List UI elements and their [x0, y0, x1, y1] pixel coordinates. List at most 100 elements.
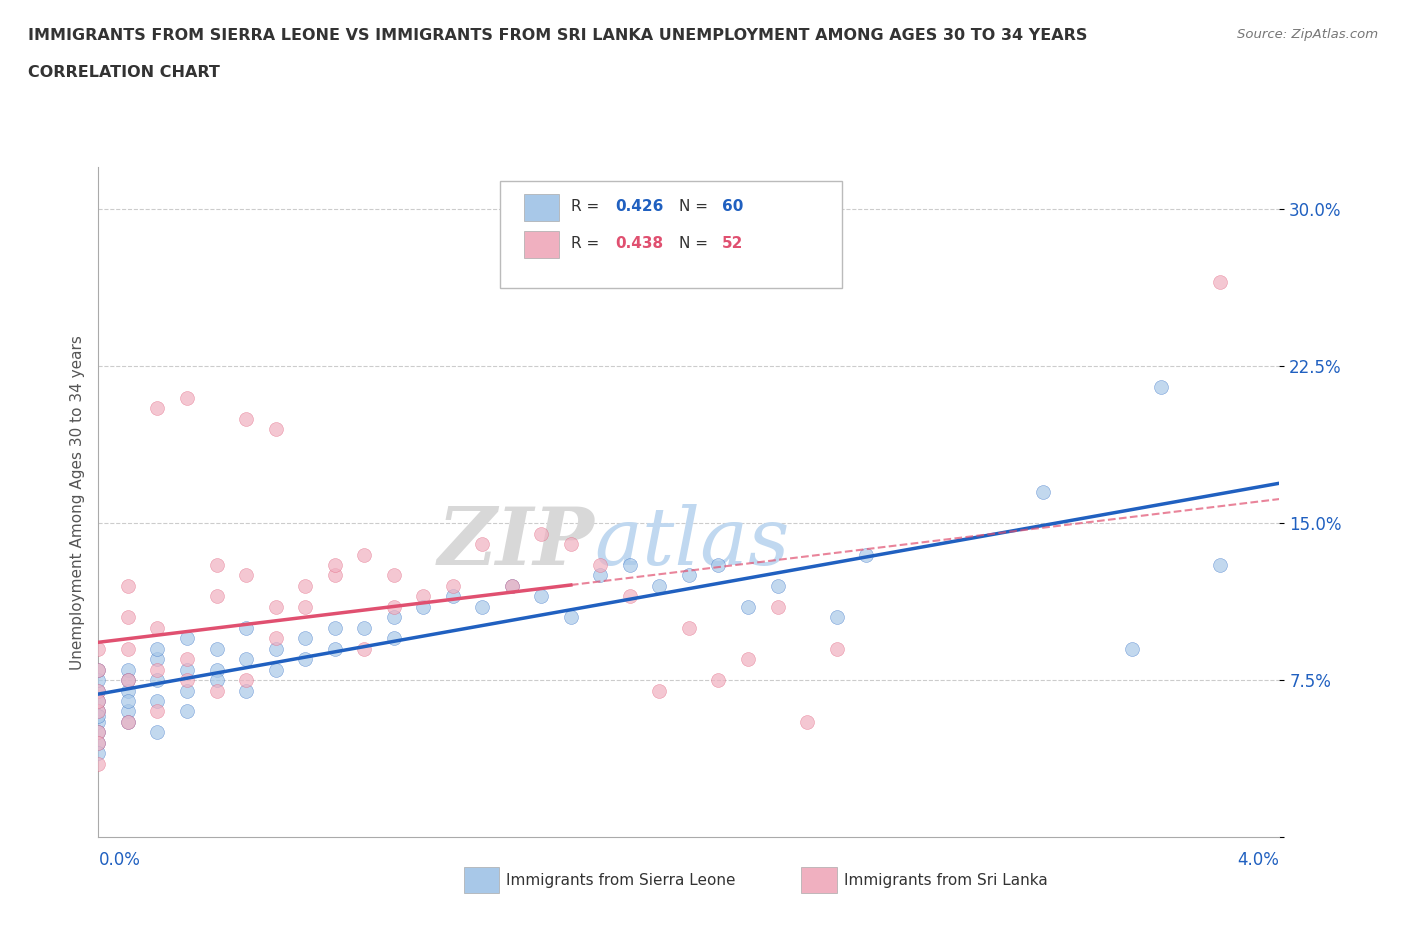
Point	[205, 642, 228, 657]
Point	[87, 704, 110, 719]
Text: R =: R =	[571, 199, 605, 214]
Point	[294, 578, 316, 593]
Point	[825, 642, 848, 657]
Point	[471, 600, 494, 615]
Point	[205, 589, 228, 604]
Point	[796, 714, 818, 729]
Point	[146, 401, 169, 416]
Point	[441, 578, 464, 593]
FancyBboxPatch shape	[501, 180, 842, 288]
Point	[1209, 275, 1232, 290]
Point	[117, 714, 139, 729]
Point	[235, 568, 257, 583]
Point	[117, 714, 139, 729]
Point	[323, 620, 346, 635]
Point	[117, 683, 139, 698]
Point	[87, 683, 110, 698]
Point	[1209, 558, 1232, 573]
Point	[294, 600, 316, 615]
Point	[87, 642, 110, 657]
Point	[87, 714, 110, 729]
Point	[382, 610, 405, 625]
Point	[825, 610, 848, 625]
Point	[353, 620, 375, 635]
Point	[471, 537, 494, 551]
Point	[176, 391, 198, 405]
Point	[205, 683, 228, 698]
Point	[87, 694, 110, 709]
Point	[412, 600, 434, 615]
Point	[737, 652, 759, 667]
Point	[146, 662, 169, 677]
Point	[441, 589, 464, 604]
Text: 0.0%: 0.0%	[98, 851, 141, 869]
Point	[1032, 485, 1054, 499]
Point	[737, 600, 759, 615]
Point	[87, 736, 110, 751]
Text: Immigrants from Sierra Leone: Immigrants from Sierra Leone	[506, 873, 735, 888]
Point	[264, 662, 287, 677]
Point	[766, 578, 789, 593]
Text: Source: ZipAtlas.com: Source: ZipAtlas.com	[1237, 28, 1378, 41]
Text: 52: 52	[723, 235, 744, 250]
Point	[382, 600, 405, 615]
Y-axis label: Unemployment Among Ages 30 to 34 years: Unemployment Among Ages 30 to 34 years	[69, 335, 84, 670]
Point	[117, 704, 139, 719]
Point	[176, 704, 198, 719]
Point	[87, 662, 110, 677]
Point	[146, 704, 169, 719]
Point	[264, 642, 287, 657]
Bar	[523, 194, 560, 221]
Point	[766, 600, 789, 615]
Point	[382, 631, 405, 645]
Point	[353, 547, 375, 562]
Point	[87, 725, 110, 740]
Point	[87, 683, 110, 698]
Point	[501, 578, 523, 593]
Point	[146, 620, 169, 635]
Point	[648, 578, 671, 593]
Point	[117, 672, 139, 687]
Point	[501, 578, 523, 593]
Point	[146, 642, 169, 657]
Point	[176, 652, 198, 667]
Point	[855, 547, 877, 562]
Point	[648, 683, 671, 698]
Point	[294, 631, 316, 645]
Point	[235, 652, 257, 667]
Text: R =: R =	[571, 235, 605, 250]
Point	[87, 662, 110, 677]
Point	[264, 600, 287, 615]
Point	[176, 662, 198, 677]
Point	[87, 725, 110, 740]
Point	[117, 672, 139, 687]
Point	[235, 411, 257, 426]
Point	[235, 672, 257, 687]
Point	[117, 610, 139, 625]
Point	[678, 620, 700, 635]
Point	[146, 652, 169, 667]
Point	[146, 694, 169, 709]
Bar	[523, 231, 560, 258]
Point	[117, 642, 139, 657]
Point	[1121, 642, 1143, 657]
Point	[530, 589, 553, 604]
Point	[117, 578, 139, 593]
Text: 60: 60	[723, 199, 744, 214]
Point	[176, 672, 198, 687]
Point	[176, 631, 198, 645]
Point	[323, 642, 346, 657]
Point	[589, 558, 612, 573]
Point	[87, 746, 110, 761]
Point	[707, 672, 730, 687]
Point	[235, 620, 257, 635]
Point	[264, 421, 287, 436]
Text: ZIP: ZIP	[437, 504, 595, 581]
Point	[412, 589, 434, 604]
Point	[87, 672, 110, 687]
Text: 0.426: 0.426	[616, 199, 664, 214]
Point	[205, 672, 228, 687]
Text: 0.438: 0.438	[616, 235, 664, 250]
Point	[707, 558, 730, 573]
Point	[560, 610, 582, 625]
